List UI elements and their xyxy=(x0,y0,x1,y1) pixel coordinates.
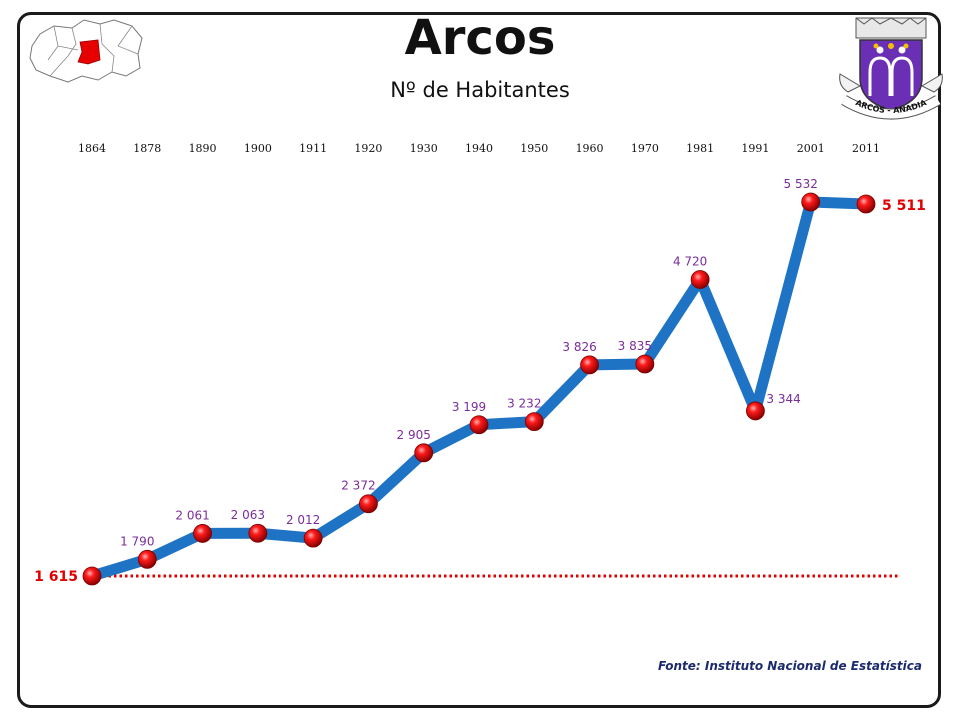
data-point-1920 xyxy=(359,494,378,514)
x-tick-label: 1864 xyxy=(78,142,106,155)
data-label-1890: 2 061 xyxy=(175,508,209,522)
source-note: Fonte: Instituto Nacional de Estatística xyxy=(657,659,922,673)
data-point-1864 xyxy=(82,566,102,586)
data-label-2011: 5 511 xyxy=(882,198,926,214)
data-label-1991: 3 344 xyxy=(766,392,800,406)
x-tick-label: 1950 xyxy=(520,142,548,155)
data-label-1864: 1 615 xyxy=(34,569,78,585)
data-point-1940 xyxy=(469,415,489,435)
data-point-1900 xyxy=(248,523,268,543)
x-tick-label: 1991 xyxy=(741,142,769,155)
data-label-1911: 2 012 xyxy=(286,513,320,527)
x-tick-label: 1878 xyxy=(133,142,161,155)
x-tick-label: 1890 xyxy=(189,142,217,155)
x-tick-label: 1911 xyxy=(299,142,327,155)
data-label-1970: 3 835 xyxy=(618,339,652,353)
data-point-1950 xyxy=(524,412,544,432)
x-tick-label: 2001 xyxy=(797,142,825,155)
x-tick-label: 1970 xyxy=(631,142,659,155)
data-label-1981: 4 720 xyxy=(673,255,707,269)
x-tick-label: 1930 xyxy=(410,142,438,155)
location-map-icon xyxy=(29,19,143,83)
data-point-1890 xyxy=(193,524,212,543)
data-label-1960: 3 826 xyxy=(562,340,596,354)
data-point-1981 xyxy=(690,270,710,289)
coat-of-arms-icon: ARCOS - ANADIA xyxy=(839,17,943,120)
data-label-1878: 1 790 xyxy=(120,534,154,548)
data-label-1920: 2 372 xyxy=(341,479,375,493)
data-label-1940: 3 199 xyxy=(452,400,486,414)
data-label-1950: 3 232 xyxy=(507,397,541,411)
x-tick-label: 1960 xyxy=(576,142,604,155)
data-point-1878 xyxy=(137,549,157,569)
data-point-1991 xyxy=(746,401,765,421)
chart-frame xyxy=(17,12,941,708)
data-point-1960 xyxy=(580,355,599,375)
chart-subtitle: Nº de Habitantes xyxy=(390,78,570,102)
x-tick-label: 1900 xyxy=(244,142,272,155)
x-tick-label: 1940 xyxy=(465,142,493,155)
x-tick-label: 2011 xyxy=(852,142,880,155)
x-axis: 1864 1878 1890 1900 1911 1920 1930 1940 1950 1960… xyxy=(78,142,880,155)
data-point-2011 xyxy=(856,194,876,214)
x-tick-label: 1981 xyxy=(686,142,714,155)
data-point-1911 xyxy=(303,528,323,548)
data-point-2001 xyxy=(801,192,821,212)
x-tick-label: 1920 xyxy=(354,142,382,155)
data-point-1970 xyxy=(635,354,655,374)
data-labels: 1 615 1 790 2 061 2 063 2 012 2 372 2 905 3 199… xyxy=(34,177,926,585)
data-label-1900: 2 063 xyxy=(231,508,265,522)
data-label-2001: 5 532 xyxy=(784,177,818,191)
data-point-1930 xyxy=(414,443,434,463)
data-label-1930: 2 905 xyxy=(397,428,431,442)
chart-title: Arcos xyxy=(404,10,556,66)
data-points xyxy=(82,192,876,586)
